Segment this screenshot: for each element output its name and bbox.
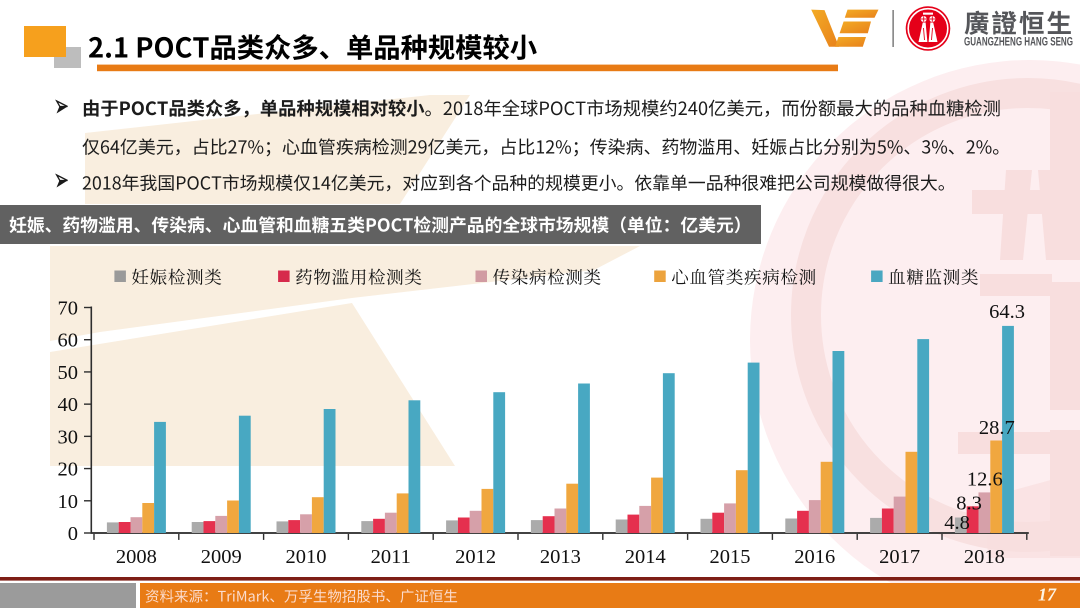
svg-text:20: 20 — [58, 459, 79, 481]
svg-text:17: 17 — [1038, 585, 1057, 605]
svg-text:10: 10 — [58, 491, 79, 513]
svg-text:64.3: 64.3 — [989, 301, 1025, 323]
svg-text:2016: 2016 — [794, 546, 835, 568]
svg-text:8.3: 8.3 — [956, 493, 982, 515]
svg-text:4.8: 4.8 — [944, 512, 970, 534]
svg-text:40: 40 — [58, 394, 79, 416]
svg-text:70: 70 — [58, 298, 79, 320]
svg-text:30: 30 — [58, 426, 79, 448]
svg-text:GUANGZHENG HANG SENG: GUANGZHENG HANG SENG — [964, 34, 1073, 48]
svg-text:2014: 2014 — [625, 546, 666, 568]
svg-text:2010: 2010 — [286, 546, 327, 568]
svg-text:2009: 2009 — [201, 546, 242, 568]
svg-text:2011: 2011 — [371, 546, 411, 568]
svg-text:50: 50 — [58, 362, 79, 384]
svg-text:28.7: 28.7 — [979, 417, 1015, 439]
svg-text:2017: 2017 — [879, 546, 920, 568]
svg-text:0: 0 — [68, 523, 78, 545]
svg-text:2012: 2012 — [455, 546, 496, 568]
svg-text:2008: 2008 — [116, 546, 157, 568]
svg-text:2013: 2013 — [540, 546, 581, 568]
svg-text:60: 60 — [58, 330, 79, 352]
svg-text:12.6: 12.6 — [967, 469, 1003, 491]
svg-text:2015: 2015 — [710, 546, 751, 568]
svg-text:2018: 2018 — [964, 546, 1005, 568]
